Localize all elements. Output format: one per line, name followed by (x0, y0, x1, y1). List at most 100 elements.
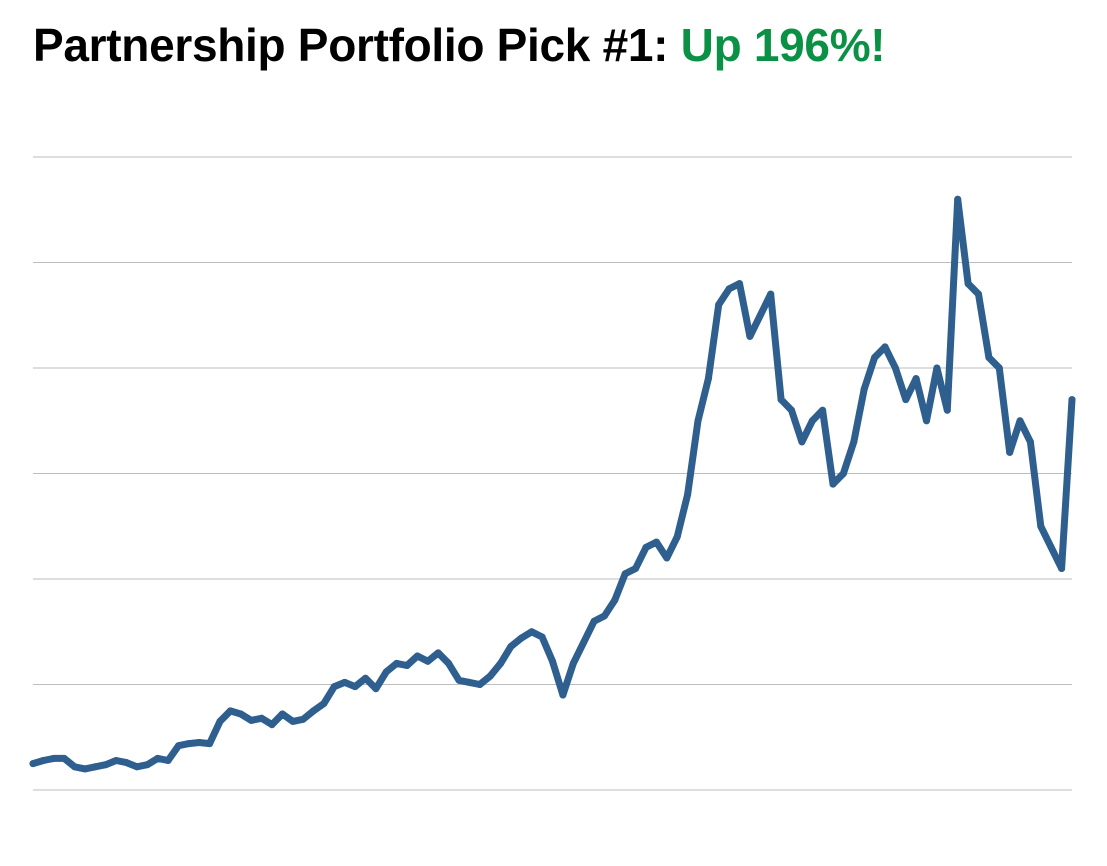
data-point (247, 716, 255, 724)
data-point (933, 364, 941, 372)
data-point (299, 715, 307, 723)
data-point (881, 343, 889, 351)
data-point (642, 543, 650, 551)
gridlines (33, 156, 1072, 791)
data-point (985, 354, 993, 361)
data-point (133, 763, 141, 771)
data-point (663, 554, 671, 562)
data-point (517, 634, 525, 642)
data-point (704, 375, 712, 383)
data-point (143, 761, 151, 769)
data-point (486, 672, 494, 680)
data-point (1006, 448, 1014, 456)
data-point (289, 717, 297, 725)
data-point (206, 740, 214, 748)
data-point (871, 354, 879, 361)
data-point (725, 285, 733, 293)
data-point (798, 438, 806, 446)
data-point (237, 710, 245, 718)
data-point (569, 659, 577, 667)
data-point (278, 710, 286, 718)
data-point (71, 763, 79, 771)
data-point (362, 674, 369, 682)
data-point (819, 406, 827, 414)
data-point (497, 659, 505, 667)
data-point (652, 538, 660, 546)
data-point (1016, 417, 1024, 425)
page-title: Partnership Portfolio Pick #1: Up 196%! (33, 18, 886, 72)
data-point (694, 417, 702, 425)
data-point (995, 364, 1003, 372)
series-layer (29, 195, 1076, 773)
data-point (393, 659, 401, 667)
data-point (351, 683, 359, 691)
data-point (268, 721, 276, 729)
data-point (39, 757, 47, 764)
data-point (216, 717, 224, 725)
data-point (1037, 522, 1045, 530)
data-point (788, 406, 795, 414)
data-point (580, 638, 588, 646)
data-point (715, 301, 723, 309)
data-point (756, 311, 764, 319)
data-point (954, 195, 962, 203)
data-point (621, 570, 629, 578)
data-point (912, 375, 920, 383)
data-point (943, 406, 951, 414)
data-point (923, 417, 930, 425)
data-point (112, 757, 120, 764)
data-point (902, 396, 910, 404)
data-point (91, 763, 99, 771)
data-point (424, 657, 432, 665)
data-point (1068, 396, 1076, 404)
data-point (964, 280, 972, 288)
data-point (382, 668, 390, 676)
data-point (839, 470, 847, 477)
data-point (673, 533, 681, 541)
data-point (403, 662, 411, 669)
data-point (891, 364, 899, 372)
data-point (1058, 565, 1066, 572)
data-point (226, 707, 234, 715)
data-point (372, 685, 380, 693)
data-point (829, 480, 837, 488)
data-point (684, 491, 692, 499)
data-point (476, 681, 484, 688)
data-point (330, 683, 338, 691)
data-point (123, 759, 130, 767)
data-point (767, 290, 775, 298)
data-point (559, 691, 567, 699)
data-point (850, 438, 858, 446)
data-point (154, 754, 162, 762)
data-point (528, 628, 536, 636)
data-point (413, 652, 421, 660)
data-point (310, 707, 317, 715)
data-point (860, 385, 868, 393)
data-point (590, 617, 598, 625)
data-point (538, 633, 546, 641)
data-point (102, 761, 110, 769)
series-line (29, 195, 1076, 773)
data-point (1047, 543, 1055, 551)
data-point (465, 678, 473, 686)
title-text: Partnership Portfolio Pick #1: (33, 19, 669, 71)
data-point (455, 676, 463, 684)
data-point (808, 417, 816, 425)
data-point (549, 657, 556, 665)
data-point (164, 757, 172, 764)
data-point (507, 643, 515, 650)
data-point (746, 332, 754, 340)
data-point (29, 760, 37, 768)
data-point (1026, 438, 1034, 446)
data-point (611, 596, 619, 604)
data-point (445, 659, 453, 667)
data-point (50, 754, 58, 762)
data-point (434, 649, 442, 657)
data-point (258, 714, 266, 722)
data-point (175, 742, 182, 750)
data-point (195, 739, 203, 746)
title-highlight: Up 196%! (680, 19, 886, 71)
data-point (60, 754, 68, 762)
data-point (777, 396, 785, 404)
